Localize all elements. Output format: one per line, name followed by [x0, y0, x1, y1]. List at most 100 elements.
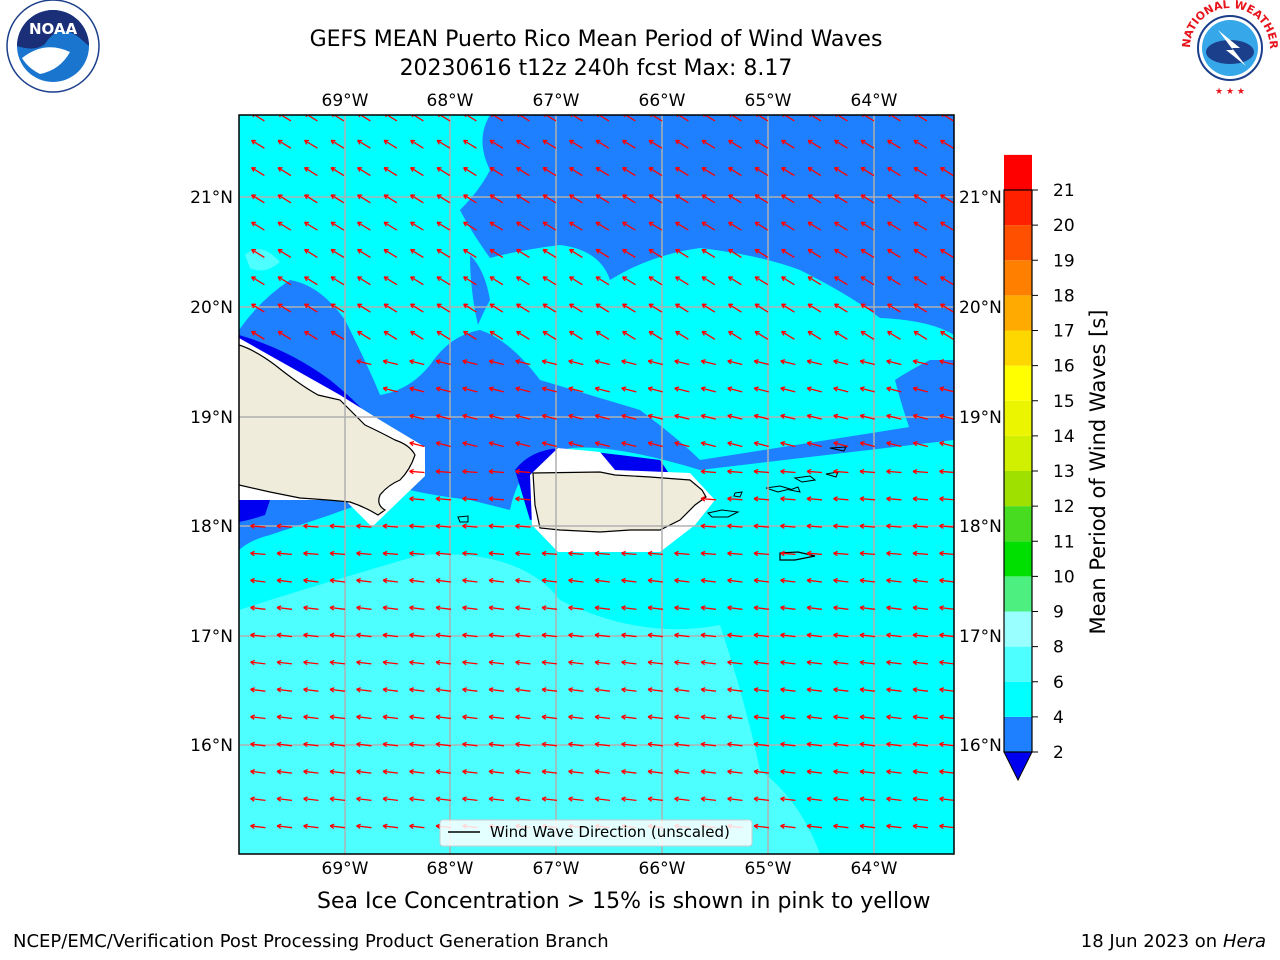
virgin-islands	[793, 475, 817, 483]
wind-arrow	[251, 248, 265, 258]
wind-arrow	[541, 632, 558, 638]
wind-arrow	[569, 221, 583, 231]
wind-arrow	[436, 221, 451, 231]
wind-arrow	[435, 496, 452, 502]
wind-arrow	[516, 221, 530, 231]
virgin-islands	[765, 485, 792, 493]
wind-arrow	[806, 550, 823, 557]
wind-arrow	[833, 823, 849, 830]
map-title-line2: 20230616 t12z 240h fcst Max: 8.17	[399, 56, 793, 81]
wind-arrow	[647, 687, 664, 693]
wind-arrow	[700, 441, 716, 448]
wind-arrow	[541, 577, 558, 584]
wind-arrow	[488, 659, 505, 666]
wind-arrow	[569, 248, 583, 258]
wind-arrow	[753, 796, 770, 802]
wind-arrow	[647, 441, 663, 448]
wind-arrow	[781, 330, 795, 340]
wind-arrow	[356, 632, 372, 638]
wind-arrow	[435, 550, 452, 557]
wind-arrow	[859, 796, 876, 802]
wind-arrow	[330, 194, 345, 204]
lat-label-right: 16°N	[959, 736, 1002, 756]
wind-arrow	[409, 796, 425, 802]
wind-arrow	[462, 386, 478, 393]
wind-arrow	[753, 632, 770, 638]
wind-arrow	[409, 441, 425, 448]
wind-arrow	[780, 714, 796, 720]
wind-arrow	[728, 167, 742, 177]
wind-arrow	[807, 139, 822, 149]
wind-arrow	[462, 550, 478, 557]
wind-arrow	[594, 386, 610, 393]
period-6-8-zone	[239, 554, 820, 854]
wind-arrow	[859, 714, 876, 720]
wind-arrow	[594, 550, 611, 557]
wind-arrow	[859, 550, 876, 557]
wind-arrow	[701, 303, 716, 313]
wind-arrow	[304, 303, 318, 313]
colorbar-segment	[1004, 471, 1032, 507]
wind-arrow	[727, 687, 743, 693]
wind-arrow	[409, 413, 425, 420]
wind-arrow	[541, 769, 558, 775]
lon-label-top: 64°W	[851, 91, 898, 111]
wind-arrow	[886, 386, 902, 393]
wind-arrow	[780, 550, 796, 557]
wind-arrow	[409, 605, 425, 611]
colorbar-segment	[1004, 435, 1032, 471]
wind-arrow	[939, 386, 954, 393]
wind-arrow	[728, 248, 742, 258]
wind-arrow	[753, 577, 770, 584]
wind-arrow	[754, 167, 769, 177]
latitude-labels-left: 21°N 20°N 19°N 18°N 17°N 16°N	[190, 188, 233, 756]
wind-arrow	[647, 413, 663, 420]
wind-arrow	[621, 769, 637, 775]
wind-arrow	[912, 468, 929, 475]
wind-arrow	[621, 550, 637, 557]
wind-arrow	[250, 796, 266, 802]
wind-arrow	[807, 221, 822, 231]
wind-arrow	[276, 769, 293, 775]
wind-arrow	[647, 550, 664, 557]
wind-arrow	[276, 632, 293, 638]
wind-arrow	[675, 194, 689, 204]
wind-arrow	[329, 741, 346, 748]
colorbar-tick-label: 18	[1053, 286, 1075, 306]
wind-arrow	[727, 741, 743, 748]
wind-arrow	[303, 796, 319, 802]
wind-arrow	[303, 714, 319, 720]
wind-arrow	[488, 496, 505, 502]
wind-arrow	[516, 248, 530, 258]
wind-arrow	[435, 386, 451, 393]
wind-arrow	[276, 605, 293, 611]
wind-arrow	[594, 605, 611, 611]
wind-arrow	[516, 330, 530, 340]
wind-arrow	[727, 441, 743, 448]
wind-arrow	[516, 167, 530, 177]
wind-arrow	[700, 632, 717, 638]
legend-label: Wind Wave Direction (unscaled)	[490, 823, 730, 841]
wind-arrow	[250, 769, 266, 775]
wind-arrow	[330, 330, 345, 340]
wind-arrow	[435, 605, 452, 611]
wind-arrow	[913, 303, 928, 313]
wind-arrow	[621, 714, 637, 720]
wind-arrow	[515, 496, 531, 502]
colorbar-tick-label: 20	[1053, 216, 1075, 236]
colorbar-segment	[1004, 646, 1032, 682]
wind-arrow	[913, 194, 928, 204]
wind-arrow	[462, 769, 478, 775]
wind-arrow	[675, 330, 689, 340]
wind-arrow	[781, 221, 795, 231]
wind-arrow	[833, 441, 849, 448]
wind-arrow	[330, 167, 345, 177]
wind-arrow	[648, 303, 663, 313]
wind-arrow	[701, 330, 716, 340]
wind-arrow	[939, 359, 954, 366]
wind-arrow	[463, 139, 477, 149]
wind-arrow	[515, 577, 531, 584]
wind-arrow	[409, 550, 425, 557]
wind-arrow	[886, 577, 902, 584]
wind-arrow	[595, 139, 610, 149]
